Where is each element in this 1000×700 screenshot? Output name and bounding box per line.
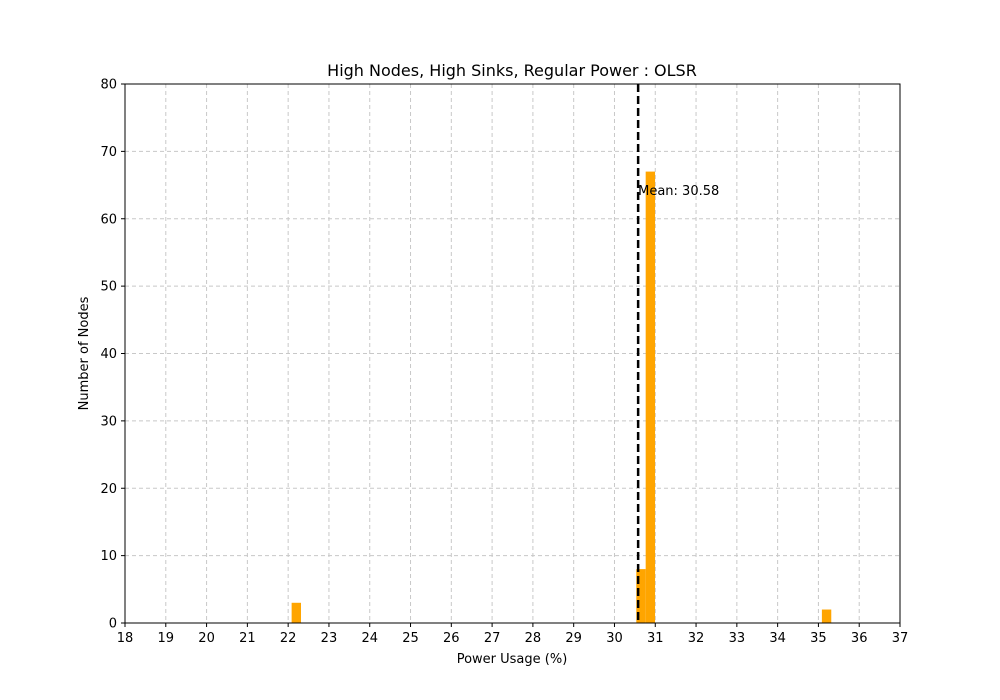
x-tick-label: 20 — [198, 631, 215, 646]
x-tick-label: 19 — [158, 631, 175, 646]
histogram-bar — [291, 602, 302, 623]
y-tick-label: 50 — [100, 280, 117, 295]
y-tick-label: 10 — [100, 549, 117, 564]
x-tick-label: 33 — [729, 631, 746, 646]
x-tick-label: 21 — [239, 631, 256, 646]
mean-label: Mean: 30.58 — [638, 184, 719, 199]
y-tick-label: 70 — [100, 145, 117, 160]
histogram-bar — [645, 171, 656, 623]
x-tick-label: 22 — [280, 631, 297, 646]
y-tick-label: 60 — [100, 212, 117, 227]
y-tick-label: 40 — [100, 347, 117, 362]
x-tick-label: 32 — [688, 631, 705, 646]
x-tick-label: 36 — [851, 631, 868, 646]
x-tick-label: 30 — [606, 631, 623, 646]
y-axis-label: Number of Nodes — [77, 296, 92, 410]
x-tick-label: 29 — [565, 631, 582, 646]
mean-marker: Mean: 30.58 — [636, 84, 719, 623]
x-tick-label: 28 — [525, 631, 542, 646]
bars — [291, 171, 832, 623]
y-tick-label: 80 — [100, 78, 117, 93]
x-tick-label: 37 — [892, 631, 909, 646]
x-axis-label: Power Usage (%) — [457, 652, 568, 667]
chart-title: High Nodes, High Sinks, Regular Power : … — [327, 61, 697, 80]
x-tick-label: 26 — [443, 631, 460, 646]
histogram-bar — [636, 569, 646, 623]
x-tick-label: 35 — [810, 631, 827, 646]
histogram-bar — [821, 609, 832, 623]
x-axis-ticks: 18 19 20 21 22 23 24 25 26 27 28 29 30 31 32 33 34 35 36 37 — [117, 623, 909, 646]
y-tick-label: 0 — [109, 617, 117, 632]
y-axis-ticks: 0 10 20 30 40 50 60 70 80 — [100, 78, 125, 632]
x-tick-label: 23 — [321, 631, 338, 646]
y-tick-label: 30 — [100, 414, 117, 429]
x-tick-label: 31 — [647, 631, 664, 646]
grid-lines — [124, 83, 901, 624]
x-tick-label: 25 — [402, 631, 419, 646]
x-tick-label: 18 — [117, 631, 134, 646]
x-tick-label: 24 — [361, 631, 378, 646]
y-tick-label: 20 — [100, 482, 117, 497]
x-tick-label: 34 — [769, 631, 786, 646]
x-tick-label: 27 — [484, 631, 501, 646]
